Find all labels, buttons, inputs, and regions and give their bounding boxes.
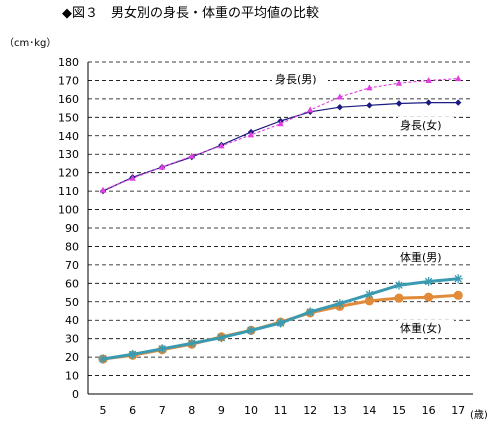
annotation-bg-girl-height (398, 117, 454, 132)
annotation-bg-girl-weight (398, 320, 454, 335)
star-marker (276, 318, 286, 328)
triangle-marker (247, 131, 255, 138)
y-axis-unit-label: （cm･kg） (4, 37, 56, 49)
triangle-marker (455, 75, 462, 82)
series-line (102, 101, 459, 192)
star-marker (157, 344, 167, 354)
x-tick-label: 10 (244, 404, 258, 417)
star-marker (364, 289, 374, 299)
triangle-marker (425, 76, 432, 83)
y-tick-label: 30 (65, 333, 79, 346)
star-marker (98, 354, 108, 364)
diamond-marker (395, 100, 403, 107)
diamond-marker (336, 103, 343, 111)
star-marker (453, 274, 463, 284)
x-tick-label: 7 (159, 404, 166, 417)
series-1 (99, 75, 462, 193)
circle-marker (424, 292, 434, 302)
x-tick-label: 17 (451, 404, 465, 417)
x-axis-unit-label: (歳) (470, 409, 488, 421)
star-marker (335, 299, 345, 309)
y-tick-label: 40 (65, 314, 79, 327)
x-tick-labels: 5 6 7 8 9 10 11 12 13 14 15 16 17 (100, 404, 466, 417)
y-tick-label: 80 (65, 240, 79, 253)
triangle-marker (159, 163, 166, 170)
axes (87, 62, 473, 395)
y-tick-label: 170 (58, 74, 79, 87)
x-tick-label: 16 (422, 404, 436, 417)
circle-marker (394, 293, 404, 303)
y-tick-label: 180 (58, 56, 79, 69)
y-tick-label: 60 (65, 277, 79, 290)
y-tick-label: 20 (65, 351, 79, 364)
star-marker (424, 276, 434, 286)
y-tick-label: 130 (58, 148, 79, 161)
series-3 (98, 274, 463, 364)
star-marker (187, 338, 197, 348)
triangle-marker (188, 152, 195, 159)
y-tick-label: 160 (58, 93, 79, 106)
triangle-marker (277, 120, 284, 127)
x-tick-label: 8 (188, 404, 195, 417)
triangle-marker (218, 142, 225, 149)
star-marker (394, 280, 404, 290)
y-tick-label: 110 (58, 185, 79, 198)
diamond-marker (425, 99, 432, 106)
y-tick-label: 90 (65, 222, 79, 235)
star-marker (216, 333, 226, 343)
y-tick-label: 10 (65, 370, 79, 383)
y-tick-label: 50 (65, 296, 79, 309)
triangle-marker (395, 79, 403, 86)
annotation-bg-boy-height (272, 71, 328, 86)
diamond-marker (366, 102, 373, 109)
chart-title: ◆図３ 男女別の身長・体重の平均値の比較 (62, 5, 319, 21)
y-tick-labels: 0 10 20 30 40 50 60 70 80 90 100 110 120 130 140 150 160… (58, 56, 79, 401)
series-annotations: 身長(男) 身長(女) 体重(男) 体重(女) (272, 71, 454, 335)
y-tick-label: 100 (58, 204, 79, 217)
x-tick-label: 14 (362, 404, 376, 417)
y-tick-label: 70 (65, 259, 79, 272)
x-tick-label: 13 (333, 404, 347, 417)
y-tick-label: 140 (58, 130, 79, 143)
triangle-marker (307, 106, 314, 113)
annotation-boy-weight: 体重(男) (400, 250, 442, 264)
x-tick-label: 11 (274, 404, 288, 417)
annotation-girl-weight: 体重(女) (400, 321, 442, 335)
series-group (98, 75, 463, 364)
star-marker (305, 307, 315, 317)
triangle-marker (336, 93, 343, 100)
annotation-bg-boy-weight (398, 249, 454, 264)
x-tick-label: 5 (100, 404, 107, 417)
x-tick-label: 6 (129, 404, 136, 417)
star-marker (246, 325, 256, 335)
circle-marker (364, 296, 374, 306)
circle-marker (453, 290, 463, 300)
x-tick-label: 9 (218, 404, 225, 417)
series-line (102, 78, 459, 191)
y-tick-label: 0 (72, 388, 79, 401)
triangle-marker (366, 84, 373, 91)
x-tick-label: 15 (392, 404, 406, 417)
y-tick-label: 150 (58, 111, 79, 124)
diamond-marker (455, 99, 462, 106)
triangle-marker (129, 174, 136, 181)
x-tick-label: 12 (303, 404, 317, 417)
star-marker (128, 349, 138, 359)
annotation-boy-height: 身長(男) (275, 72, 317, 86)
triangle-marker (99, 186, 107, 193)
y-tick-label: 120 (58, 167, 79, 180)
annotation-girl-height: 身長(女) (400, 118, 442, 132)
series-2 (99, 99, 462, 195)
